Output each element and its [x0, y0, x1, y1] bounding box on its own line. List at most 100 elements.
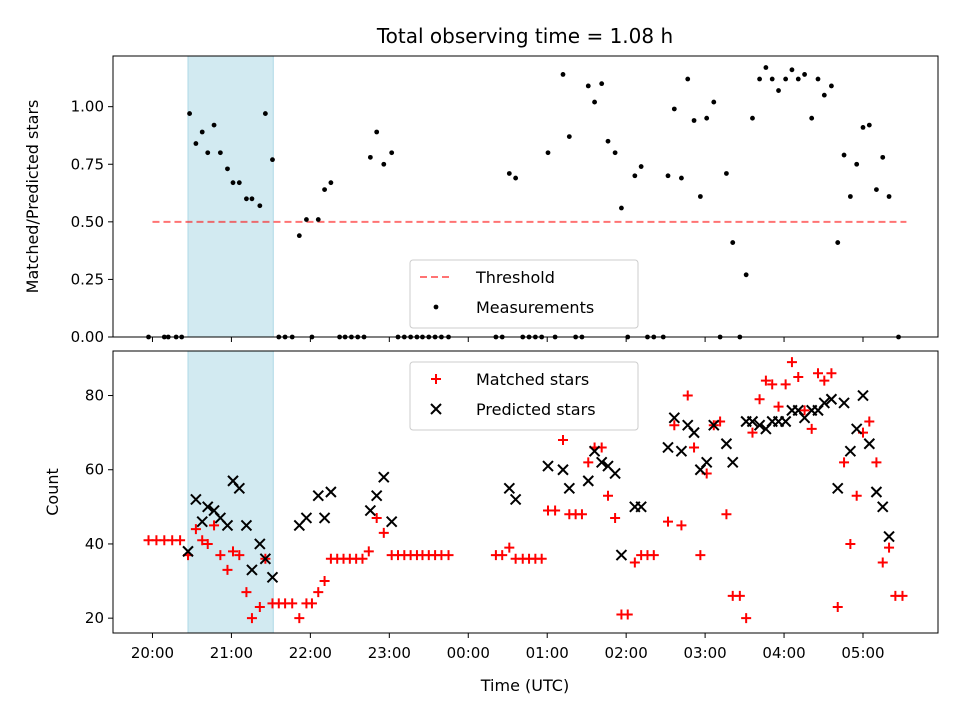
- legend-label: Predicted stars: [476, 400, 596, 419]
- data-point: [793, 371, 804, 382]
- data-point: [300, 512, 313, 524]
- chart-title: Total observing time = 1.08 h: [376, 24, 673, 48]
- data-point: [205, 150, 211, 156]
- data-point: [370, 490, 383, 502]
- data-point: [254, 538, 266, 550]
- data-point: [854, 161, 860, 167]
- data-point: [599, 81, 605, 87]
- data-point: [221, 519, 234, 532]
- data-point: [635, 501, 647, 513]
- data-point: [296, 233, 302, 239]
- data-point: [230, 180, 236, 186]
- data-point: [783, 76, 789, 82]
- data-point: [190, 524, 201, 535]
- data-point: [506, 171, 512, 176]
- data-point: [592, 99, 597, 105]
- data-point: [262, 111, 268, 116]
- y-tick-label: 1.00: [71, 98, 104, 116]
- y-axis-label: Matched/Predicted stars: [23, 100, 42, 294]
- data-point: [860, 125, 866, 130]
- legend-swatch: [433, 304, 439, 310]
- ratio-panel: 0.00 0.25 0.50 0.75 1.00 Matched/Predicted st…: [23, 55, 939, 346]
- data-point: [815, 76, 821, 82]
- data-point: [835, 240, 841, 245]
- data-point: [294, 613, 305, 624]
- y-tick-label: 0.50: [71, 213, 104, 231]
- data-point: [750, 115, 755, 121]
- data-point: [215, 550, 226, 561]
- data-point: [826, 368, 837, 379]
- data-point: [270, 157, 275, 163]
- data-point: [809, 115, 815, 121]
- y-tick-label: 60: [85, 461, 104, 479]
- x-tick-label: 05:00: [841, 644, 884, 662]
- data-point: [671, 106, 677, 112]
- x-tick-label: 03:00: [683, 644, 726, 662]
- data-point: [757, 76, 762, 82]
- data-point: [741, 613, 752, 624]
- data-point: [328, 180, 334, 186]
- plot-frame: [112, 55, 939, 338]
- data-point: [665, 173, 671, 179]
- data-point: [638, 164, 644, 169]
- x-tick-label: 20:00: [131, 644, 174, 662]
- data-point: [704, 115, 710, 121]
- data-point: [746, 415, 759, 428]
- data-point: [536, 553, 547, 564]
- data-point: [864, 416, 875, 427]
- data-point: [632, 173, 638, 179]
- data-point: [193, 141, 199, 146]
- data-point: [648, 550, 659, 561]
- data-point: [558, 435, 568, 446]
- x-tick-label: 01:00: [526, 644, 569, 662]
- data-point: [240, 519, 253, 532]
- data-point: [190, 493, 202, 506]
- data-point: [236, 180, 242, 186]
- data-point: [697, 194, 703, 199]
- data-point: [795, 76, 801, 82]
- data-point: [841, 152, 847, 158]
- data-point: [378, 471, 390, 483]
- data-point: [315, 217, 321, 222]
- data-point: [609, 467, 621, 480]
- data-point: [821, 92, 827, 98]
- data-point: [883, 530, 895, 543]
- data-point: [199, 129, 205, 135]
- data-point: [222, 564, 233, 575]
- data-point: [734, 590, 745, 601]
- data-point: [845, 538, 856, 549]
- data-point: [838, 397, 850, 409]
- data-point: [175, 535, 186, 546]
- data-point: [685, 76, 691, 82]
- data-point: [513, 175, 519, 181]
- data-point: [629, 557, 640, 568]
- data-point: [588, 445, 601, 457]
- data-point: [576, 509, 587, 520]
- data-point: [780, 379, 791, 390]
- data-point: [897, 590, 908, 601]
- data-point: [246, 564, 258, 576]
- data-point: [851, 490, 862, 501]
- data-point: [254, 602, 265, 613]
- data-point: [374, 129, 380, 135]
- data-point: [802, 72, 807, 77]
- data-point: [776, 88, 781, 93]
- data-point: [818, 397, 831, 409]
- data-point: [545, 150, 551, 156]
- data-point: [318, 512, 331, 524]
- data-point: [819, 375, 830, 386]
- data-point: [322, 187, 327, 192]
- data-point: [228, 546, 238, 557]
- data-point: [325, 486, 337, 498]
- data-point: [217, 150, 223, 156]
- legend: Threshold Measurements: [409, 259, 639, 329]
- data-point: [542, 460, 554, 472]
- data-point: [711, 99, 717, 105]
- data-point: [769, 76, 775, 82]
- legend-label: Matched stars: [476, 370, 589, 389]
- data-point: [874, 187, 879, 192]
- data-point: [211, 122, 217, 128]
- data-point: [550, 505, 561, 516]
- data-point: [695, 550, 706, 561]
- data-point: [595, 456, 608, 469]
